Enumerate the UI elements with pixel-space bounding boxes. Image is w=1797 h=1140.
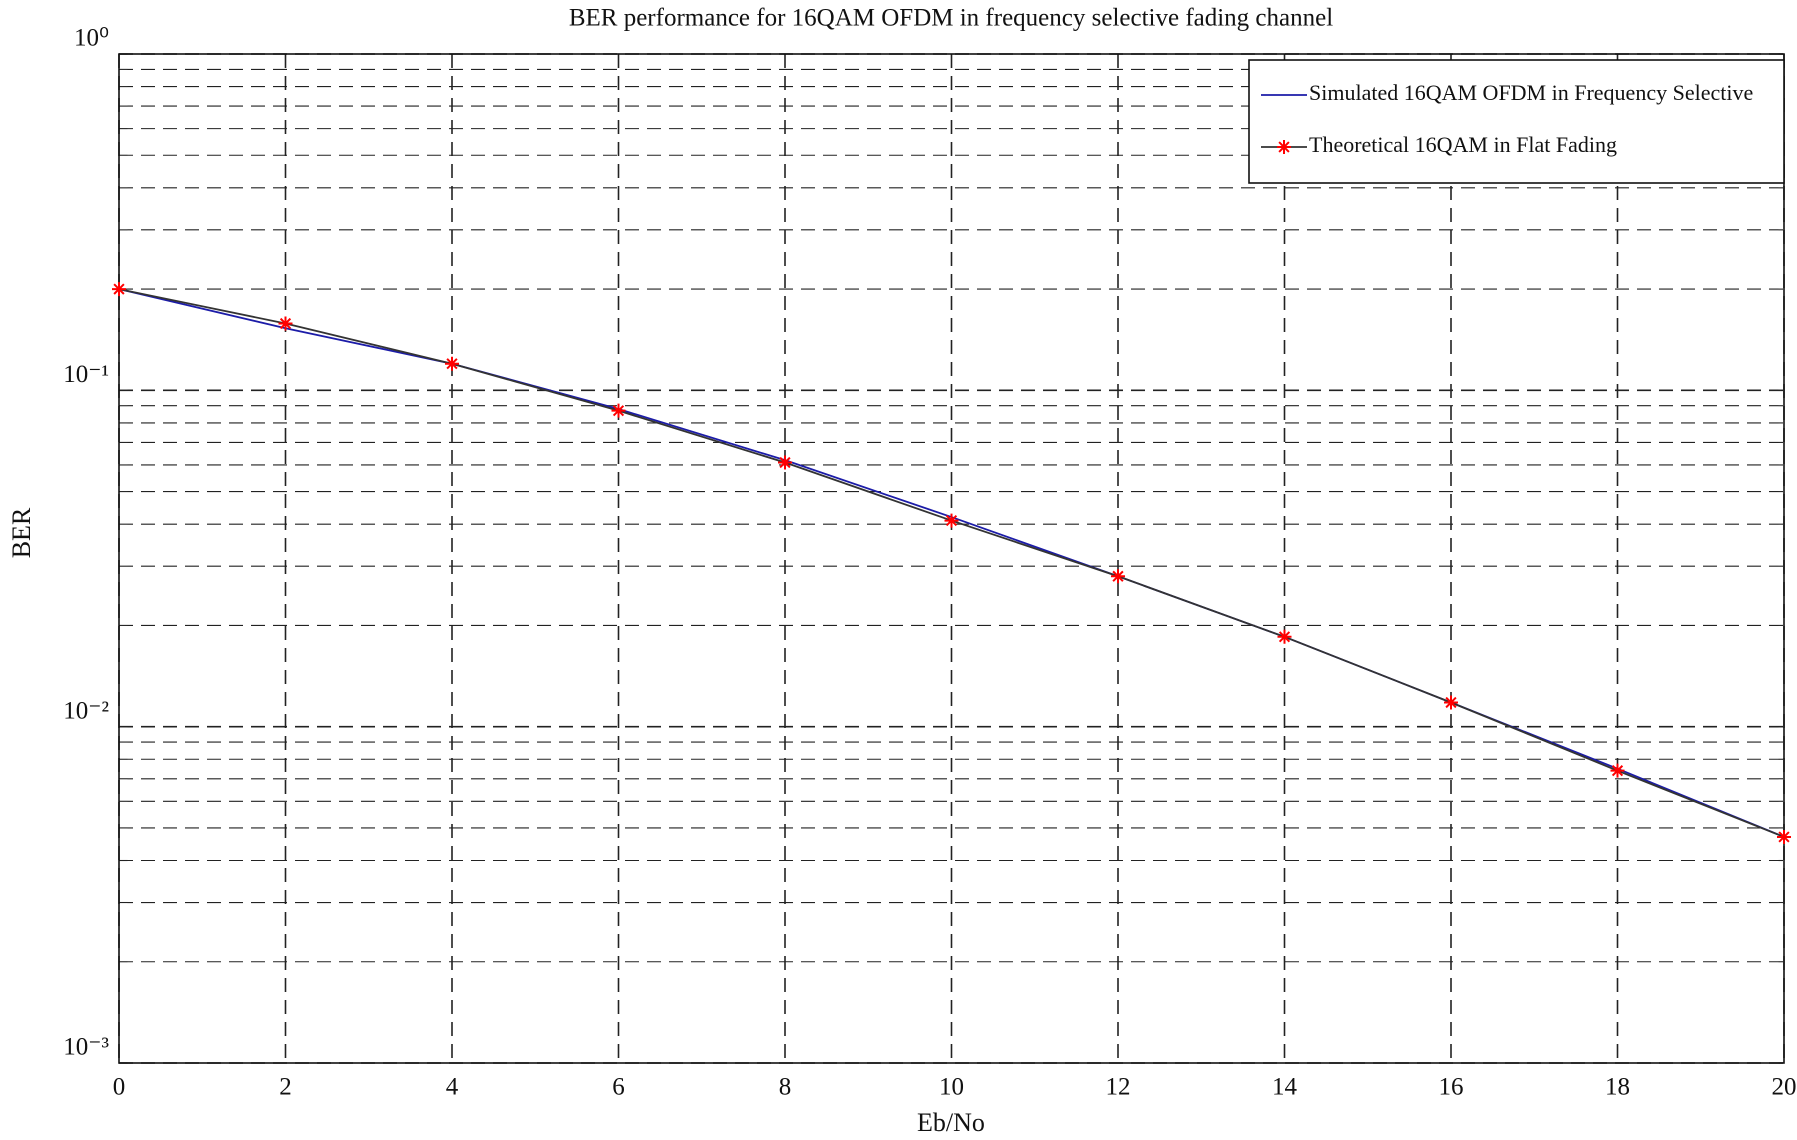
x-tick-label: 4 bbox=[446, 1074, 459, 1101]
marker bbox=[1444, 695, 1458, 710]
marker bbox=[944, 513, 959, 528]
marker bbox=[611, 403, 626, 418]
legend-box bbox=[1248, 59, 1785, 184]
y-tick-label: 10⁰ bbox=[74, 25, 109, 52]
y-tick-label: 10⁻¹ bbox=[63, 361, 109, 388]
legend-label: Simulated 16QAM OFDM in Frequency Select… bbox=[1309, 80, 1753, 105]
x-axis-label: Eb/No bbox=[917, 1108, 985, 1137]
x-tick-label: 16 bbox=[1439, 1074, 1464, 1101]
y-tick-label: 10⁻³ bbox=[63, 1034, 109, 1061]
x-tick-label: 6 bbox=[612, 1074, 625, 1101]
x-tick-label: 8 bbox=[779, 1074, 792, 1101]
plot-frame bbox=[118, 53, 1785, 1064]
legend-label: Theoretical 16QAM in Flat Fading bbox=[1309, 132, 1617, 157]
marker bbox=[445, 356, 459, 371]
y-axis-label: BER bbox=[7, 507, 36, 558]
x-tick-label: 10 bbox=[939, 1074, 964, 1101]
marker bbox=[278, 316, 293, 331]
chart-title: BER performance for 16QAM OFDM in freque… bbox=[569, 5, 1333, 32]
marker bbox=[778, 455, 792, 470]
marker bbox=[1610, 763, 1625, 778]
x-tick-label: 20 bbox=[1772, 1074, 1797, 1101]
marker bbox=[1111, 569, 1125, 584]
marker bbox=[112, 282, 126, 297]
x-tick-label: 0 bbox=[113, 1074, 126, 1101]
x-tick-label: 12 bbox=[1106, 1074, 1131, 1101]
legend-marker bbox=[1277, 140, 1291, 154]
marker bbox=[1777, 829, 1791, 844]
x-tick-label: 14 bbox=[1272, 1074, 1298, 1101]
y-tick-label: 10⁻² bbox=[63, 697, 109, 724]
marker bbox=[1277, 629, 1292, 644]
x-tick-label: 2 bbox=[279, 1074, 292, 1101]
x-tick-label: 18 bbox=[1605, 1074, 1630, 1101]
